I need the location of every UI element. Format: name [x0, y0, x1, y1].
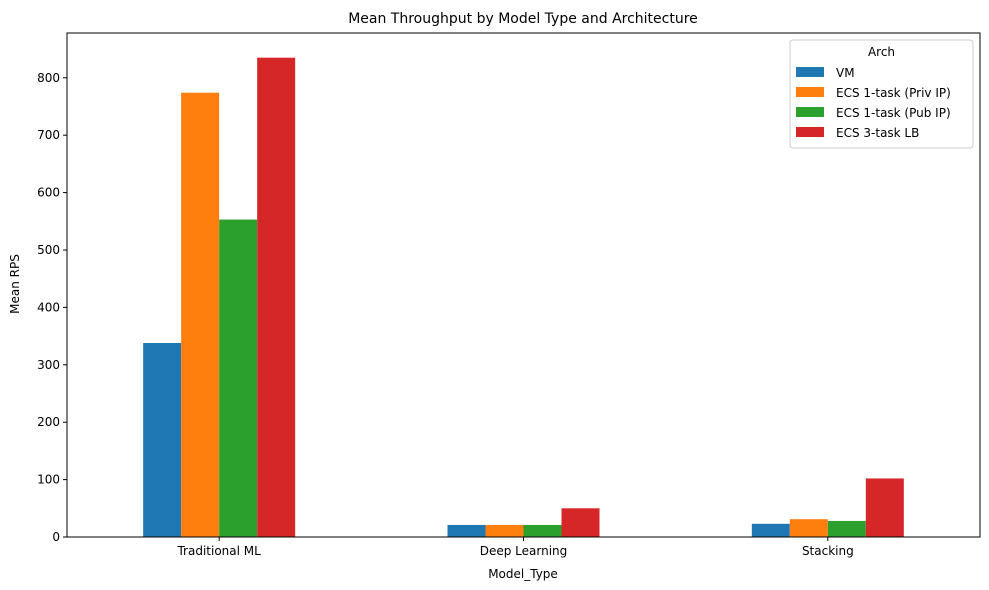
legend-title: Arch — [868, 45, 895, 59]
bar — [561, 508, 600, 537]
y-tick-label: 700 — [37, 128, 60, 142]
x-tick-label: Stacking — [802, 544, 854, 558]
y-axis-label: Mean RPS — [8, 254, 22, 314]
bar — [143, 342, 182, 537]
bar — [827, 520, 866, 537]
y-tick-label: 600 — [37, 186, 60, 200]
legend-label: ECS 1-task (Priv IP) — [836, 86, 951, 100]
y-tick-label: 400 — [37, 300, 60, 314]
legend-label: ECS 3-task LB — [836, 126, 919, 140]
y-tick-label: 0 — [52, 530, 60, 544]
legend: Arch VM ECS 1-task (Priv IP) ECS 1-task (Pu… — [789, 39, 974, 149]
y-tick-label: 500 — [37, 243, 60, 257]
legend-box — [789, 39, 974, 149]
x-axis-label: Model_Type — [488, 567, 558, 581]
bar — [523, 524, 562, 537]
bar — [865, 478, 904, 537]
plot-area: 0 100 200 300 400 500 600 700 800 Traditional ML D… — [37, 32, 981, 558]
bar — [219, 219, 258, 537]
y-tick-label: 800 — [37, 71, 60, 85]
x-tick-label: Deep Learning — [480, 544, 568, 558]
bar — [257, 57, 296, 538]
legend-swatch — [796, 127, 824, 137]
bar — [751, 523, 790, 537]
legend-swatch — [796, 107, 824, 117]
y-tick-label: 300 — [37, 358, 60, 372]
legend-swatch — [796, 67, 824, 77]
bar — [447, 524, 486, 537]
bar — [485, 524, 524, 537]
y-tick-label: 200 — [37, 415, 60, 429]
legend-label: ECS 1-task (Pub IP) — [836, 106, 951, 120]
y-tick-label: 100 — [37, 473, 60, 487]
legend-label: VM — [836, 66, 855, 80]
chart-title: Mean Throughput by Model Type and Archit… — [348, 11, 698, 27]
plot-frame — [66, 32, 981, 538]
bar — [181, 92, 220, 537]
legend-swatch — [796, 87, 824, 97]
x-tick-label: Traditional ML — [176, 544, 261, 558]
bar — [789, 519, 828, 537]
